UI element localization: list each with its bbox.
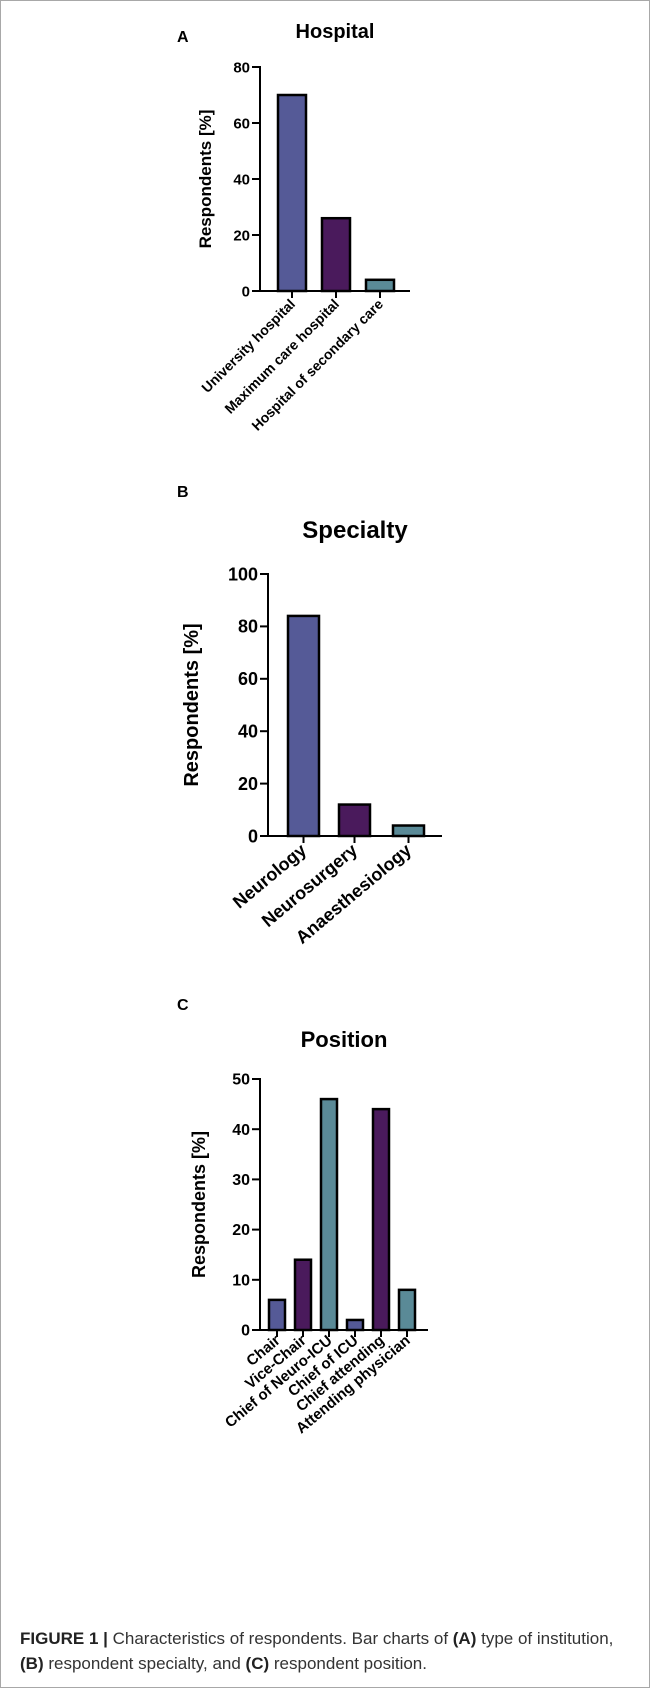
- y-tick-label-c: 40: [232, 1122, 250, 1139]
- y-tick-label-b: 80: [238, 617, 258, 637]
- y-tick-label-c: 10: [232, 1272, 250, 1289]
- y-tick-label-b: 100: [228, 564, 258, 584]
- y-tick-label-a: 40: [233, 171, 250, 188]
- caption-text-3: respondent specialty, and: [43, 1654, 246, 1673]
- caption-text-1: Characteristics of respondents. Bar char…: [107, 1629, 453, 1648]
- y-tick-label-b: 20: [238, 774, 258, 794]
- bar-c: [371, 1107, 391, 1332]
- bar-c: [345, 1318, 365, 1332]
- y-tick-label-b: 0: [248, 826, 258, 846]
- y-axis-label-c: Respondents [%]: [189, 1131, 209, 1278]
- bar-b: [391, 824, 426, 838]
- y-tick-label-a: 0: [242, 283, 250, 300]
- y-tick-label-c: 0: [241, 1323, 250, 1340]
- bar-b: [286, 614, 321, 838]
- y-tick-label-a: 80: [233, 59, 250, 76]
- y-axis-label-b: Respondents [%]: [181, 623, 203, 786]
- panel-letter-c: C: [177, 997, 189, 1014]
- panel-letter-b: B: [177, 484, 189, 501]
- bar-c: [319, 1097, 339, 1332]
- bar-a: [320, 216, 352, 293]
- figure-caption: FIGURE 1 | Characteristics of respondent…: [20, 1626, 620, 1676]
- caption-panel-c: (C): [245, 1654, 270, 1673]
- y-axis-label-a: Respondents [%]: [196, 110, 215, 249]
- bar-c: [267, 1298, 287, 1332]
- caption-text-4: respondent position.: [269, 1654, 427, 1673]
- caption-label: FIGURE 1 |: [20, 1629, 108, 1648]
- bar-c: [293, 1258, 313, 1332]
- chart-title-b: Specialty: [302, 517, 408, 544]
- caption-panel-a: (A): [452, 1629, 477, 1648]
- y-tick-label-a: 20: [233, 227, 250, 244]
- bar-a: [276, 93, 308, 293]
- y-tick-label-a: 60: [233, 115, 250, 132]
- bar-c: [397, 1288, 417, 1332]
- bar-a: [364, 278, 396, 293]
- y-tick-label-b: 60: [238, 669, 258, 689]
- panel-letter-a: A: [177, 29, 189, 46]
- caption-text-2: type of institution,: [476, 1629, 614, 1648]
- y-tick-label-c: 30: [232, 1172, 250, 1189]
- caption-panel-b: (B): [20, 1654, 44, 1673]
- y-tick-label-b: 40: [238, 722, 258, 742]
- y-tick-label-c: 20: [232, 1222, 250, 1239]
- chart-title-a: Hospital: [296, 21, 375, 43]
- bar-b: [337, 803, 372, 838]
- chart-title-c: Position: [301, 1027, 388, 1052]
- y-tick-label-c: 50: [232, 1072, 250, 1089]
